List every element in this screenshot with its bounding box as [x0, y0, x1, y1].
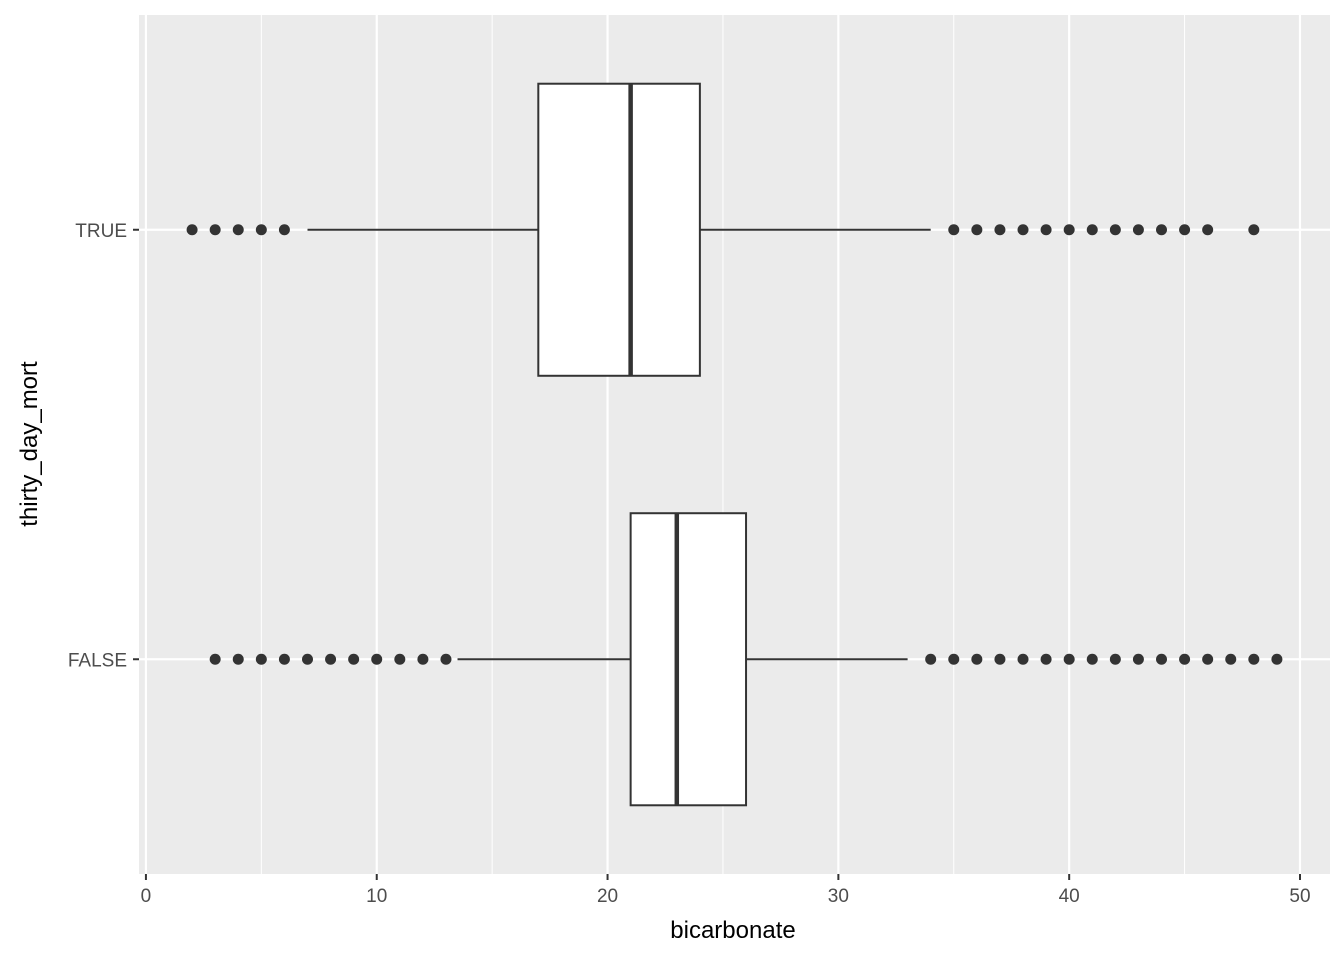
outlier-point — [371, 653, 383, 665]
outlier-point — [1063, 224, 1075, 236]
outlier-point — [1248, 653, 1260, 665]
x-tick-label: 10 — [366, 886, 387, 907]
outlier-point — [440, 653, 452, 665]
outlier-point — [1248, 224, 1260, 236]
outlier-point — [1017, 653, 1029, 665]
outlier-point — [971, 653, 983, 665]
outlier-point — [255, 224, 267, 236]
outlier-point — [232, 224, 244, 236]
outlier-point — [1179, 653, 1191, 665]
outlier-point — [948, 653, 960, 665]
outlier-point — [1132, 224, 1144, 236]
box-false — [209, 512, 1283, 807]
box-series — [186, 82, 1283, 807]
outlier-point — [925, 653, 937, 665]
outlier-point — [1040, 653, 1052, 665]
outlier-point — [1086, 224, 1098, 236]
outlier-point — [1063, 653, 1075, 665]
outlier-point — [1109, 224, 1121, 236]
outlier-point — [417, 653, 429, 665]
outlier-point — [1109, 653, 1121, 665]
outlier-point — [1202, 653, 1214, 665]
outlier-point — [1156, 224, 1168, 236]
x-tick-label: 30 — [828, 886, 849, 907]
outlier-point — [1132, 653, 1144, 665]
outlier-point — [232, 653, 244, 665]
interquartile-box — [537, 82, 701, 377]
outlier-point — [209, 653, 221, 665]
outlier-point — [348, 653, 360, 665]
y-tick-label: FALSE — [68, 650, 127, 671]
outlier-point — [301, 653, 313, 665]
outlier-point — [209, 224, 221, 236]
outlier-point — [1179, 224, 1191, 236]
x-tick-label: 40 — [1059, 886, 1080, 907]
outlier-point — [1156, 653, 1168, 665]
outlier-point — [948, 224, 960, 236]
outlier-point — [1225, 653, 1237, 665]
outlier-point — [994, 653, 1006, 665]
box-true — [186, 82, 1260, 377]
outlier-point — [325, 653, 337, 665]
x-tick-label: 0 — [141, 886, 152, 907]
outlier-point — [278, 653, 290, 665]
outlier-point — [1271, 653, 1283, 665]
outlier-point — [186, 224, 198, 236]
outlier-point — [1017, 224, 1029, 236]
outlier-point — [971, 224, 983, 236]
outlier-point — [1202, 224, 1214, 236]
outlier-point — [1040, 224, 1052, 236]
x-tick-label: 20 — [597, 886, 618, 907]
y-tick-label: TRUE — [75, 221, 127, 242]
interquartile-box — [629, 512, 748, 807]
outlier-point — [278, 224, 290, 236]
outlier-point — [255, 653, 267, 665]
outlier-point — [394, 653, 406, 665]
outlier-point — [1086, 653, 1098, 665]
outlier-point — [994, 224, 1006, 236]
x-axis-title: bicarbonate — [670, 917, 795, 944]
axes: 0 10 20 30 40 50 FALSE TRUE — [68, 221, 1311, 907]
y-axis-title: thirty_day_mort — [16, 361, 43, 527]
x-tick-label: 50 — [1289, 886, 1310, 907]
